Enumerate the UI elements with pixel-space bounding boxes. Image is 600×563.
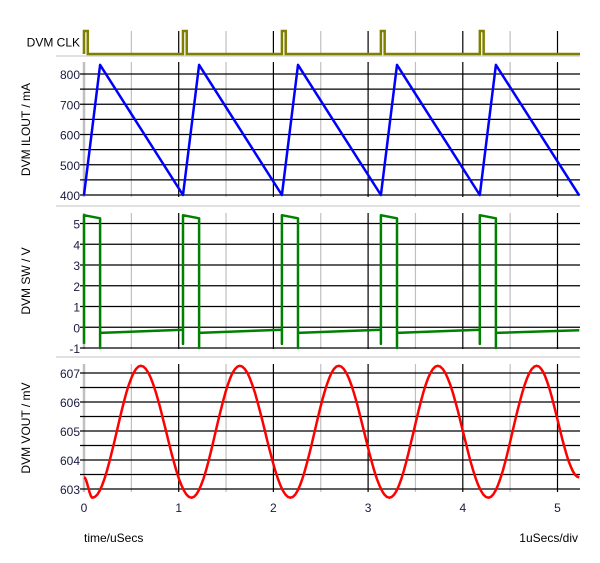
y-tick-label: 607 xyxy=(60,367,80,381)
y-tick-label: 400 xyxy=(60,189,80,203)
y-tick-label: 800 xyxy=(60,68,80,82)
y-axis-label: DVM ILOUT / mA xyxy=(19,83,33,176)
x-axis-label: time/uSecs xyxy=(84,531,143,545)
y-tick-label: 600 xyxy=(60,129,80,143)
grid xyxy=(56,31,580,492)
series-dvm-clk xyxy=(82,29,580,56)
series-dvm-sw-v xyxy=(82,213,580,350)
x-tick-label: 1 xyxy=(175,501,182,515)
y-tick-label: 1 xyxy=(73,301,80,315)
x-tick-label: 0 xyxy=(81,501,88,515)
y-tick-label: -1 xyxy=(69,342,80,356)
y-tick-label: 4 xyxy=(73,238,80,252)
y-tick-label: 700 xyxy=(60,98,80,112)
y-tick-label: 2 xyxy=(73,280,80,294)
y-tick-label: 500 xyxy=(60,159,80,173)
y-axis-label: DVM SW / V xyxy=(19,247,33,314)
x-tick-label: 4 xyxy=(459,501,466,515)
x-tick-label: 2 xyxy=(270,501,277,515)
y-tick-label: 5 xyxy=(73,218,80,232)
y-tick-label: 603 xyxy=(60,483,80,497)
y-tick-label: 605 xyxy=(60,425,80,439)
y-tick-label: 604 xyxy=(60,454,80,468)
series-dvm-ilout-ma xyxy=(82,63,581,197)
y-tick-label: 606 xyxy=(60,396,80,410)
x-scale-label: 1uSecs/div xyxy=(519,531,578,545)
y-tick-label: 3 xyxy=(73,259,80,273)
x-tick-label: 3 xyxy=(365,501,372,515)
y-axis-label: DVM VOUT / mV xyxy=(19,382,33,473)
x-tick-label: 5 xyxy=(554,501,561,515)
y-tick-label: 0 xyxy=(73,321,80,335)
series-dvm-vout-mv xyxy=(83,364,580,499)
y-axis-label: DVM CLK xyxy=(27,36,80,50)
series-layer xyxy=(82,29,581,499)
